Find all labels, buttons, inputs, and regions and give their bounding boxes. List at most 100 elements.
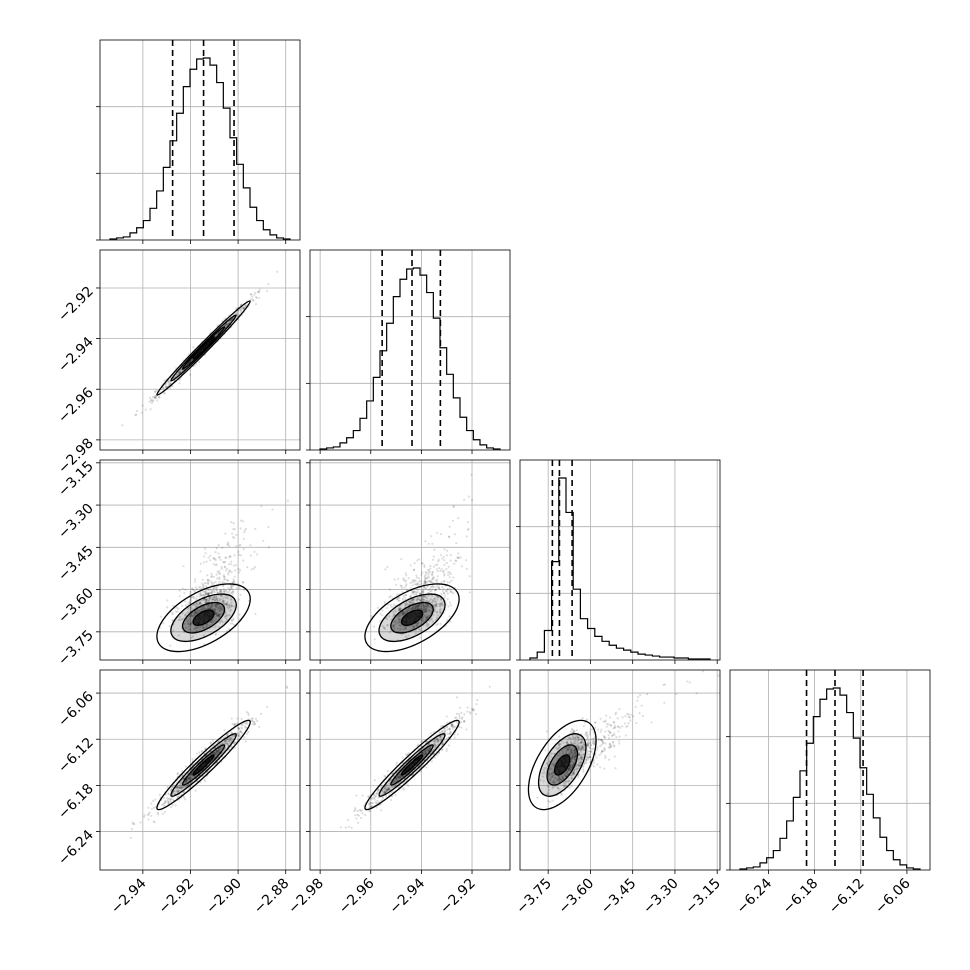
sample-point [431,573,434,577]
sample-point [621,716,624,719]
sample-point [422,620,425,623]
sample-point [196,626,199,629]
sample-point [198,602,201,605]
sample-point [180,786,184,789]
sample-point [440,601,443,604]
sample-point [422,587,425,591]
sample-point [207,607,211,610]
sample-point [224,741,227,745]
sample-point [382,626,386,629]
sample-point [189,601,192,604]
sample-point [200,582,204,585]
sample-point [207,607,210,610]
sample-point [224,740,227,743]
sample-point [186,622,189,625]
sample-point [356,813,359,816]
sample-point [214,603,217,606]
sample-point [189,600,192,603]
sample-point [435,738,439,741]
sample-point [232,591,235,594]
sample-point [439,610,442,613]
sample-point [202,561,205,564]
sample-point [397,615,400,618]
sample-point [231,722,234,726]
sample-point [182,782,186,785]
sample-point [410,607,413,610]
sample-point [396,598,399,601]
sample-point [424,581,427,584]
sample-point [201,593,205,596]
sample-point [166,799,169,802]
sample-point [452,725,456,728]
sample-point [217,615,220,618]
sample-point [430,580,433,583]
sample-point [257,290,260,294]
sample-point [227,738,231,741]
sample-point [215,750,218,753]
sample-point [195,605,198,608]
sample-point [558,780,561,783]
sample-point [389,603,392,606]
sample-point [421,751,424,754]
sample-point [404,603,407,606]
sample-point [267,546,271,549]
sample-point [450,725,454,728]
sample-point [436,570,439,573]
sample-point [176,772,179,775]
sample-point [225,615,228,618]
sample-point [397,609,400,612]
sample-point [587,742,590,746]
sample-point [393,614,396,617]
sample-point [428,569,431,572]
sample-point [202,605,206,608]
sample-point [223,602,226,606]
sample-point [199,601,202,604]
sample-point [401,787,404,790]
sample-point [415,599,418,602]
sample-point [190,612,193,616]
sample-point [448,732,451,736]
sample-point [224,742,227,746]
sample-point [371,802,374,805]
sample-point [398,599,401,602]
sample-point [176,610,179,613]
sample-point [181,612,184,615]
sample-point [453,562,456,565]
sample-point [220,600,223,603]
sample-point [185,626,188,630]
sample-point [140,411,143,414]
sample-point [201,608,204,611]
sample-point [184,780,187,783]
sample-point [212,586,215,589]
sample-point [412,605,415,608]
sample-point [402,628,405,631]
panel-frame [99,669,301,871]
sample-point [426,568,430,572]
x-tick-label: −2.94 [108,875,150,917]
sample-point [434,588,437,591]
sample-point [196,603,199,606]
sample-point [412,606,415,609]
sample-point [227,604,230,607]
sample-point [426,748,429,751]
sample-point [228,570,231,573]
sample-point [231,581,234,584]
sample-point [604,756,607,760]
sample-point [438,731,441,734]
sample-point [130,828,134,831]
sample-point [436,737,439,740]
sample-point [167,382,171,386]
sample-point [567,736,570,739]
sample-point [225,569,228,572]
sample-point [438,604,441,608]
sample-point [346,818,350,822]
sample-point [228,589,231,592]
sample-point [216,614,219,617]
sample-point [235,545,238,548]
sample-point [424,610,428,613]
sample-point [191,607,194,610]
sample-point [444,740,447,743]
sample-point [435,604,438,607]
sample-point [190,777,193,780]
sample-point [567,748,571,751]
